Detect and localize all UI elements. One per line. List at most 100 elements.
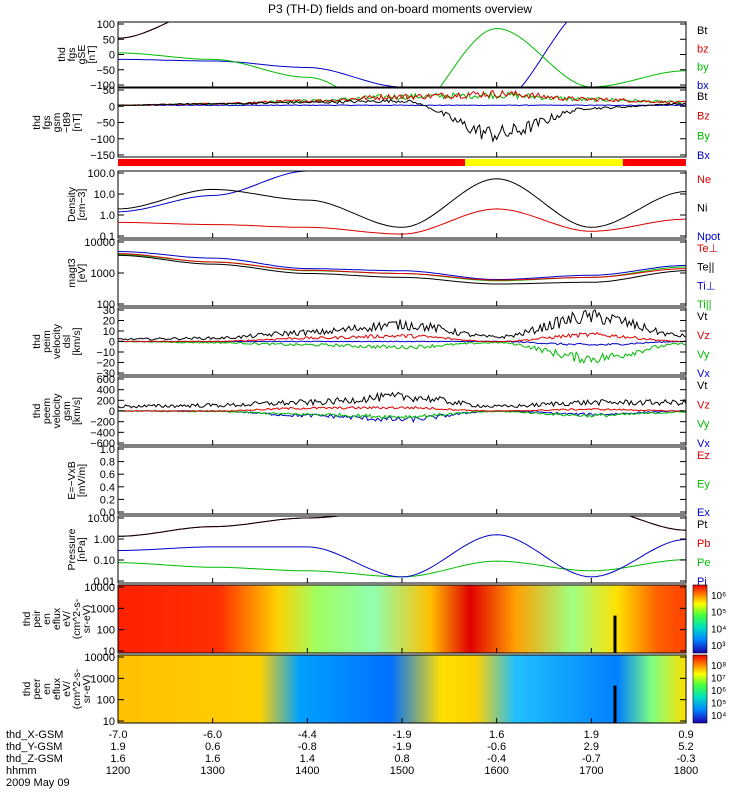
axis-row-value: -1.9 [393,729,412,741]
series-peem-velocity-gsm-Vy [118,410,686,420]
y-axis-label-line: gSE [76,45,88,65]
y-axis-label-line: thd [31,115,43,130]
legend-entry-by: By [697,130,710,142]
legend-entry-bz: Bz [697,111,710,123]
colorbar-peer-en-eflux [692,654,708,724]
y-axis-label-line: [nPa] [76,537,88,562]
y-axis-label-line: [cm−3] [76,189,88,221]
y-tick-label: 0.1 [100,231,115,243]
y-tick-label: 10 [103,646,115,658]
colorbar-peir-en-eflux [692,584,708,654]
series-density-Ne [118,208,686,235]
series-peem-velocity-gsm-Vz [118,405,686,412]
y-axis-label-line: peir [31,610,43,628]
panel-temperature: 10000 1000 100 magt3[eV] Te⊥ Te|| Ti⊥ Ti|| [66,237,718,311]
y-tick-label: −10 [96,347,115,359]
axis-row-value: 1700 [579,765,603,777]
y-axis-label-line: E=−VxB [66,461,78,500]
legend-entry-vy: Vy [697,349,710,361]
axis-row-label: thd_Z-GSM [6,753,63,765]
axis-row-value: 1200 [106,765,130,777]
y-axis-label-line: [mV/m] [76,464,88,497]
spectrogram-peir-en-eflux [118,585,686,653]
y-tick-label: 0 [109,101,115,113]
y-tick-label: 1000 [91,673,115,685]
axis-row-value: -0.8 [298,741,317,753]
mode-bar-segment [118,159,466,166]
axis-row-value: 1.4 [300,753,315,765]
colorbar-tick: 10⁴ [711,711,726,722]
axis-row-value: -0.6 [487,741,506,753]
legend-entry-vt: Vt [697,380,707,392]
mode-bar-segment [622,159,686,166]
legend-entry-te: Te⊥ [697,243,718,255]
axis-row-label: thd_X-GSM [6,729,63,741]
series-fgs-gsm-t89-Bt [118,98,686,144]
y-tick-label: 1.00 [94,534,115,546]
legend-entry-pe: Pe [697,557,710,569]
y-tick-label: 100.0 [87,168,115,180]
y-axis-label-line: (cm^2-s- [71,668,83,709]
y-axis-label-line: eflux [51,677,63,700]
axis-row-value: 0.6 [205,741,220,753]
y-axis-label-line: gsm [51,112,63,132]
y-tick-label: 0.01 [94,576,115,588]
legend-entry-vx: Vx [697,368,710,380]
y-axis-label-line: (cm^2-s- [71,598,83,639]
axis-row-value: 1.9 [110,741,125,753]
y-axis-label-line: en [41,683,53,695]
axis-row-value: 1800 [674,765,698,777]
legend-entry-npot: Npot [697,231,720,243]
legend-entry-ez: Ez [697,450,710,462]
y-tick-label: −50 [96,118,115,130]
y-tick-label: 1000 [91,268,115,280]
legend-entry-pi: Pi [697,576,707,588]
y-axis-label-line: Pressure [66,528,78,570]
legend-entry-pt: Pt [697,519,707,531]
legend-entry-ne: Ne [697,174,711,186]
mode-bar-segment [465,159,623,166]
series-temperature-Te|| [118,254,686,285]
y-tick-label: 10 [103,326,115,338]
legend-entry-by: by [697,62,709,74]
data-gap-mark [613,615,617,653]
y-tick-label: 10.00 [87,513,115,525]
y-axis-label-line: magt3 [66,258,78,287]
y-axis-label-line: en [41,613,53,625]
y-tick-label: −20 [96,358,115,370]
y-axis-label-line: −t89 [61,112,73,133]
y-tick-label: 30 [103,305,115,317]
y-tick-label: 50 [103,85,115,97]
axis-row-value: 1300 [200,765,224,777]
y-axis-label-line: Density [66,186,78,222]
legend-entry-ey: Ey [697,479,710,491]
legend-entry-vz: Vz [697,399,710,411]
panel-pressure: 10.00 1.00 0.10 0.01 Pressure[nPa] Pt Pb Pe Pi [66,513,710,588]
y-axis-label-line: fgs [41,115,53,129]
y-axis-label-line: velocity [51,323,63,359]
y-tick-label: 0.10 [94,555,115,567]
y-tick-label: 10000 [84,582,115,594]
y-axis-label-line: fgs [66,47,78,61]
panel-frame [117,515,687,584]
legend-entry-te: Te|| [697,262,714,274]
series-peem-velocity-gsm-Vt [118,391,686,409]
axis-row-value: 1.6 [205,753,220,765]
axis-row-value: 1.6 [489,729,504,741]
y-tick-label: 0.8 [100,457,115,469]
colorbar-tick: 10⁶ [711,686,726,697]
axis-row-value: -1.9 [393,741,412,753]
y-tick-label: 100 [97,625,115,637]
axis-row-value: 0.9 [678,729,693,741]
y-axis-label-line: [nT] [71,113,83,131]
series-pressure-Pi [118,534,686,578]
y-axis-label-line: peem [41,398,53,425]
